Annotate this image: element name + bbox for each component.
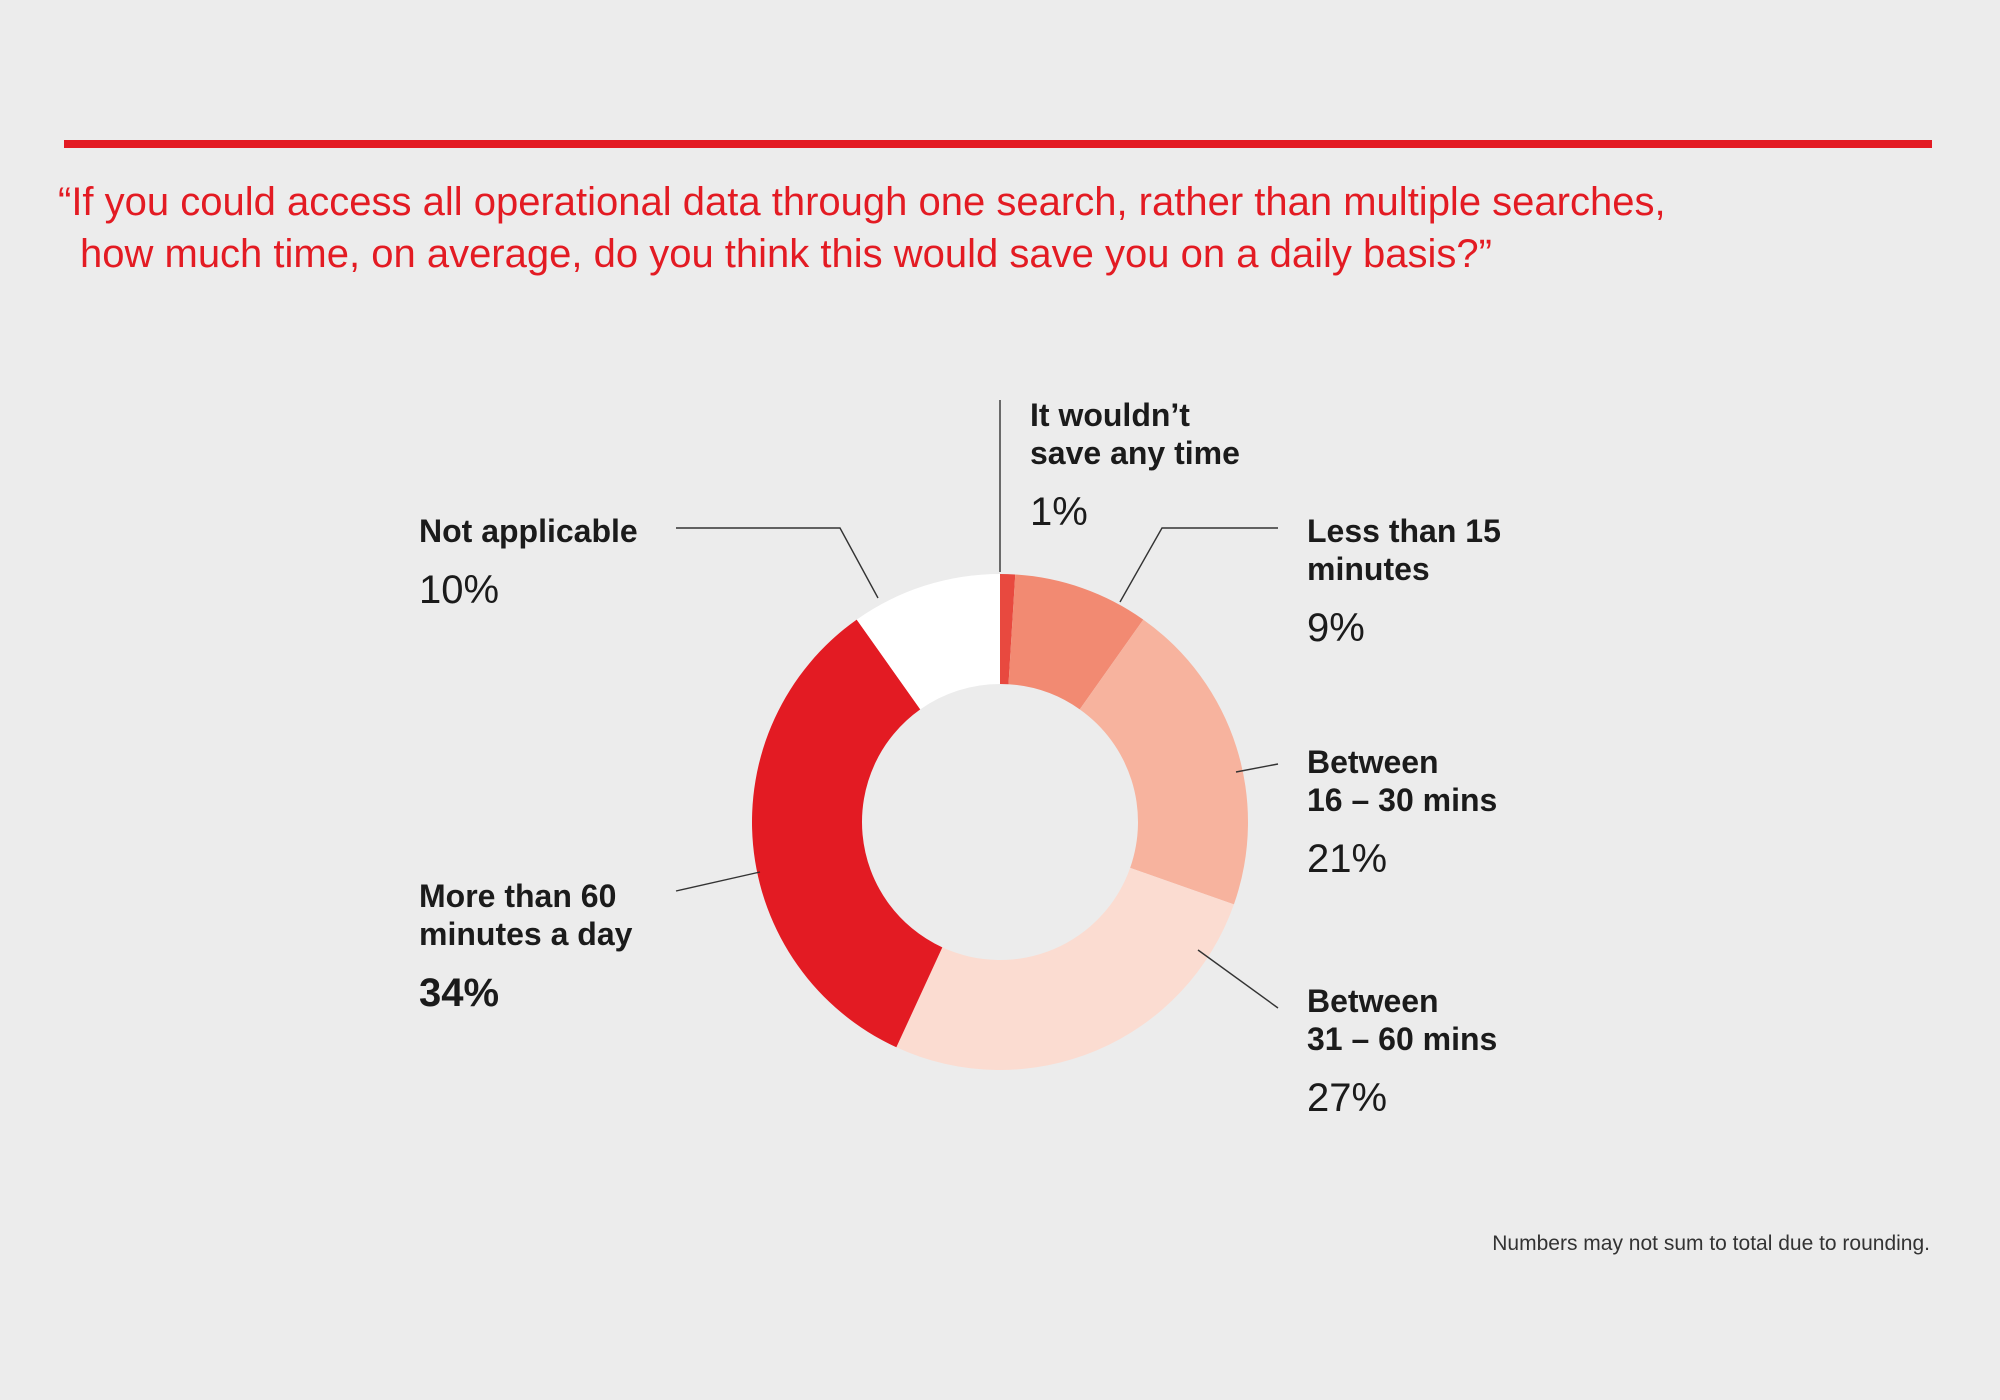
- slice-value: 10%: [419, 568, 500, 612]
- slice-label: More than 60 minutes a day: [419, 878, 633, 952]
- slice-value: 9%: [1307, 606, 1365, 650]
- label-less-than-15: Less than 15 minutes 9%: [1307, 512, 1501, 652]
- slice-label: It wouldn’t save any time: [1030, 397, 1240, 471]
- slice-wouldnt-save: [1000, 574, 1016, 685]
- leader-line-less-than-15: [1119, 527, 1278, 603]
- slice-16-30: [1079, 619, 1248, 905]
- leader-line-more-than-60: [675, 871, 761, 892]
- label-wouldnt-save: It wouldn’t save any time 1%: [1030, 396, 1240, 536]
- label-16-30: Between 16 – 30 mins 21%: [1307, 743, 1497, 883]
- label-31-60: Between 31 – 60 mins 27%: [1307, 982, 1497, 1122]
- slice-more-than-60: [751, 619, 943, 1048]
- chart-title: “If you could access all operational dat…: [58, 176, 1938, 280]
- leader-line-16-30: [1235, 763, 1279, 773]
- leader-line-31-60: [1197, 949, 1279, 1009]
- leader-line-not-applicable: [676, 527, 879, 599]
- slice-31-60: [896, 867, 1234, 1071]
- slice-not-applicable: [856, 574, 1000, 710]
- slice-label: Less than 15 minutes: [1307, 513, 1501, 587]
- slice-label: Between 31 – 60 mins: [1307, 983, 1498, 1057]
- chart-title-line-1: “If you could access all operational dat…: [58, 180, 1666, 224]
- slice-value: 27%: [1307, 1076, 1388, 1120]
- slice-label: Not applicable: [419, 513, 638, 549]
- slice-value: 1%: [1030, 490, 1088, 534]
- slice-label: Between 16 – 30 mins: [1307, 744, 1498, 818]
- slice-value: 34%: [419, 971, 500, 1015]
- chart-title-line-2: how much time, on average, do you think …: [80, 232, 1492, 276]
- footnote: Numbers may not sum to total due to roun…: [1492, 1232, 1930, 1255]
- top-rule: [64, 140, 1932, 148]
- slice-value: 21%: [1307, 837, 1388, 881]
- label-not-applicable: Not applicable 10%: [419, 512, 638, 614]
- slice-less-than-15: [1008, 574, 1144, 710]
- label-more-than-60: More than 60 minutes a day 34%: [419, 877, 632, 1017]
